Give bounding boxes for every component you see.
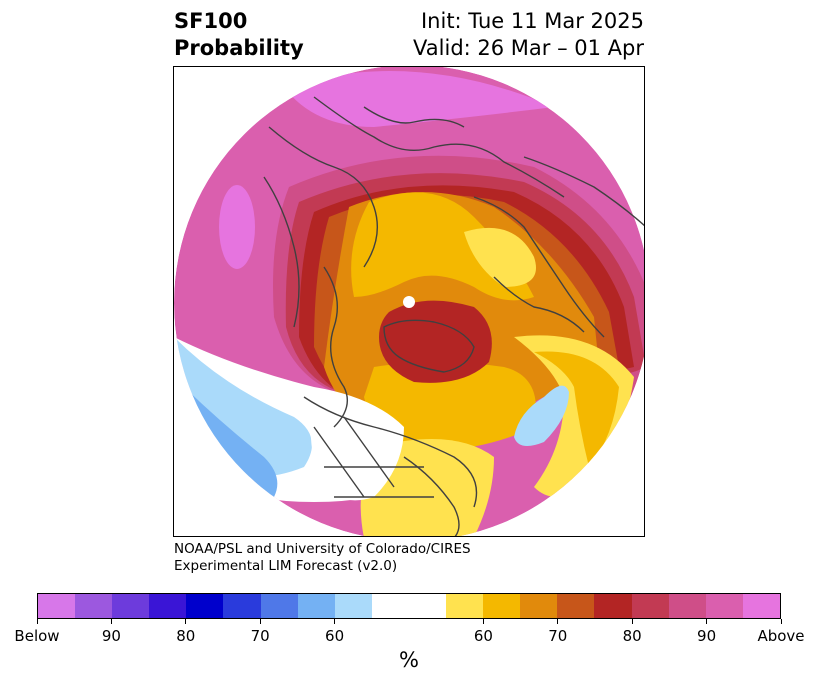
polar-map (173, 66, 645, 537)
init-date: Init: Tue 11 Mar 2025 (420, 9, 644, 33)
polar-map-svg (174, 67, 644, 536)
colorbar-tick-label: 80 (176, 627, 196, 645)
colorbar-tick-label: 90 (697, 627, 717, 645)
colorbar-segment-0 (38, 594, 76, 618)
colorbar-tick-label: 70 (250, 627, 270, 645)
colorbar-tick-mark (482, 619, 484, 624)
colorbar-segment-18 (742, 594, 780, 618)
colorbar-segment-7 (297, 594, 335, 618)
colorbar-tick-mark (706, 619, 708, 624)
colorbar-tick-label: 60 (325, 627, 345, 645)
colorbar-tick-label: 90 (101, 627, 121, 645)
colorbar-tick-mark (110, 619, 112, 624)
colorbar-tick-mark (334, 619, 336, 624)
colorbar-segment-4 (186, 594, 224, 618)
credit-text: NOAA/PSL and University of Colorado/CIRE… (174, 541, 471, 575)
colorbar-tick-label: 60 (473, 627, 493, 645)
credit-line-1: NOAA/PSL and University of Colorado/CIRE… (174, 541, 471, 557)
colorbar-tick-mark (259, 619, 261, 624)
colorbar-segment-1 (75, 594, 113, 618)
colorbar-segment-15 (631, 594, 669, 618)
colorbar-tick-label: Above (757, 627, 805, 645)
probability-field (174, 67, 644, 536)
field-above-50-north (464, 227, 536, 287)
map-boundaries (263, 96, 644, 536)
field-below-55-sw (174, 377, 278, 497)
pole-marker (403, 296, 415, 308)
colorbar-segment-3 (149, 594, 187, 618)
colorbar-tick-mark (631, 619, 633, 624)
colorbar-segment-6 (260, 594, 298, 618)
colorbar-tick-label: Below (14, 627, 60, 645)
credit-line-2: Experimental LIM Forecast (v2.0) (174, 558, 398, 574)
valid-range: Valid: 26 Mar – 01 Apr (413, 36, 644, 60)
colorbar-segment-13 (557, 594, 595, 618)
colorbar-segment-5 (223, 594, 261, 618)
colorbar-segment-9 (371, 594, 447, 618)
colorbar-tick-mark (185, 619, 187, 624)
colorbar-segment-16 (668, 594, 706, 618)
colorbar-segment-10 (446, 594, 484, 618)
colorbar-tick-label: 80 (622, 627, 642, 645)
colorbar-segment-14 (594, 594, 632, 618)
forecast-dates: Init: Tue 11 Mar 2025 Valid: 26 Mar – 01… (413, 8, 644, 62)
field-above-55-south (364, 362, 536, 452)
colorbar-tick-mark (36, 619, 38, 624)
colorbar-segment-2 (112, 594, 150, 618)
field-above-55-east (534, 351, 619, 467)
colorbar-tick-label: 70 (548, 627, 568, 645)
colorbar-unit-label: % (399, 648, 419, 672)
colorbar-segment-12 (520, 594, 558, 618)
colorbar-tick-mark (557, 619, 559, 624)
colorbar-segment-17 (705, 594, 743, 618)
colorbar-segment-11 (483, 594, 521, 618)
title-line-1: SF100 (174, 9, 248, 33)
field-neutral-us (310, 397, 379, 501)
field-below-50-atlantic (514, 385, 569, 446)
title-line-2: Probability (174, 36, 304, 60)
colorbar (37, 593, 781, 619)
field-above-90-top (284, 71, 554, 127)
field-above-90-west (219, 185, 255, 269)
colorbar-tick-mark (780, 619, 782, 624)
chart-title: SF100 Probability (174, 8, 304, 62)
colorbar-segment-8 (334, 594, 372, 618)
